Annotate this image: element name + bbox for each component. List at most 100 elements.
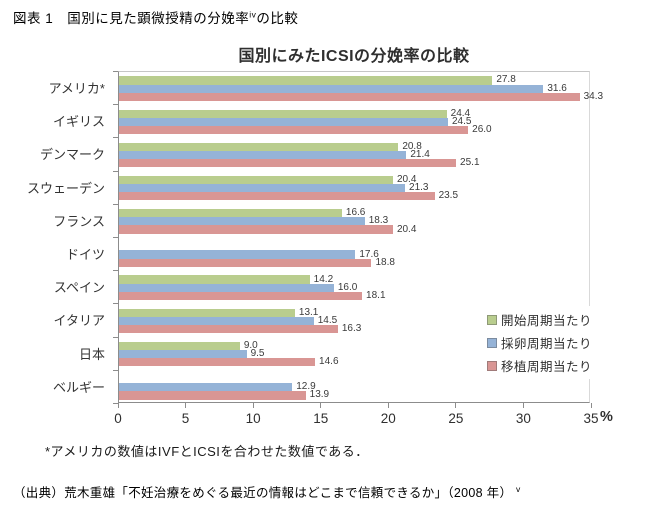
legend-swatch-icon <box>487 314 497 325</box>
x-tick-label: 25 <box>448 411 464 426</box>
y-tick-mark <box>113 137 118 139</box>
y-axis-ticks <box>113 71 118 404</box>
value-label: 18.3 <box>368 215 389 227</box>
bar-segment <box>119 117 448 126</box>
bar-segment <box>119 341 240 350</box>
bar-line: 14.2 <box>119 273 589 285</box>
bar-segment <box>119 250 356 259</box>
bar-segment <box>119 316 314 325</box>
category-label: フランス <box>53 213 105 229</box>
category-group-row: 24.4 24.5 26.0 <box>119 105 589 138</box>
y-tick-mark <box>113 237 118 238</box>
category-group-row: 20.8 21.4 25.1 <box>119 138 589 171</box>
value-label: 9.0 <box>243 339 258 351</box>
bar-line: 18.1 <box>119 290 589 300</box>
bar-segment <box>119 283 334 292</box>
bar-segment <box>119 192 435 201</box>
value-label: 24.4 <box>450 107 471 119</box>
bar-segment <box>119 109 447 118</box>
x-tick-mark <box>590 403 592 408</box>
bar-segment <box>119 184 406 193</box>
x-axis-tick-labels: 0 5 10 15 20 25 30 35 <box>114 411 598 427</box>
category-group-row: 17.6 18.8 <box>119 238 589 271</box>
bar-line: 17.6 <box>119 249 589 259</box>
bar-segment <box>119 92 580 101</box>
value-label: 21.4 <box>410 148 430 160</box>
bar-line: 24.5 <box>119 115 589 127</box>
bar-line: 20.8 <box>119 141 589 151</box>
x-tick-mark <box>387 403 389 408</box>
x-tick-mark <box>522 403 524 408</box>
x-axis-unit-label: % <box>600 409 613 425</box>
value-label: 16.3 <box>341 323 362 335</box>
bar-line: 24.4 <box>119 107 589 119</box>
bar-segment <box>119 258 372 267</box>
x-tick-mark <box>455 403 457 408</box>
bar-segment <box>119 84 544 93</box>
y-tick-mark <box>113 403 118 404</box>
legend-label: 採卵周期当たり <box>501 337 593 351</box>
value-label: 13.9 <box>309 389 330 401</box>
category-group-row: 27.8 31.6 34.3 <box>119 72 603 105</box>
x-tick-mark <box>185 403 187 408</box>
bar-segment <box>119 358 316 367</box>
y-tick-mark <box>113 170 118 172</box>
legend-swatch-icon <box>487 337 497 348</box>
legend-swatch-icon <box>487 360 497 371</box>
y-tick-mark <box>113 303 118 305</box>
value-label: 31.6 <box>547 82 567 94</box>
bar-segment <box>119 209 342 218</box>
value-label: 14.2 <box>313 273 334 285</box>
value-label: 23.5 <box>438 190 459 202</box>
value-label: 16.6 <box>345 207 366 219</box>
y-tick-mark <box>113 336 118 338</box>
value-label: 24.5 <box>452 115 472 127</box>
value-label: 26.0 <box>472 123 492 135</box>
bar-segment <box>119 150 407 160</box>
y-tick-mark <box>113 369 118 371</box>
figure-caption-tail: の比較 <box>256 11 299 26</box>
bar-line: 31.6 <box>119 82 589 94</box>
legend-item: 移植周期当たり <box>487 354 592 377</box>
category-group-row: 9.0 9.5 14.6 <box>119 338 589 371</box>
bar-segment <box>119 217 365 226</box>
legend-label: 移植周期当たり <box>501 360 593 374</box>
bar-segment <box>119 275 310 284</box>
bar-segment <box>119 175 393 185</box>
x-tick-label: 10 <box>245 411 261 426</box>
value-label: 21.3 <box>409 182 429 194</box>
value-label: 12.9 <box>296 381 316 393</box>
bar-line: 34.3 <box>119 91 603 101</box>
value-label: 20.4 <box>396 173 417 185</box>
chart-legend: 開始周期当たり 採卵周期当たり 移植周期当たり <box>487 306 593 379</box>
y-axis-labels: アメリカ* イギリス デンマーク スウェーデン フランス ドイツ スペイン イタリア 日本 ベルギ… <box>0 71 112 403</box>
bar-line: 9.5 <box>119 349 589 359</box>
source-citation: （出典）荒木重雄「不妊治療をめぐる最近の情報はどこまで信頼できるか」（2008 … <box>13 482 521 501</box>
bar-segment <box>119 142 399 151</box>
value-label: 25.1 <box>460 157 480 169</box>
figure-caption: 図表 1 国別に見た顕微授精の分娩率ivの比較 <box>13 7 298 27</box>
bar-segment <box>119 225 393 234</box>
bar-segment <box>119 76 493 85</box>
bar-line: 25.1 <box>119 157 589 169</box>
bar-line: 26.0 <box>119 123 589 135</box>
value-label: 20.4 <box>396 223 417 235</box>
bar-line: 18.8 <box>119 256 589 268</box>
value-label: 14.6 <box>319 356 339 368</box>
figure-caption-text: 図表 1 国別に見た顕微授精の分娩率 <box>13 11 250 26</box>
value-label: 18.8 <box>375 256 395 268</box>
bar-line: 16.3 <box>119 323 589 335</box>
x-tick-mark <box>252 403 254 408</box>
category-label: イギリス <box>52 114 105 130</box>
chart-footnote: *アメリカの数値はIVFとICSIを合わせた数値である． <box>45 444 369 459</box>
bar-line: 23.5 <box>119 190 589 202</box>
bar-segment <box>119 159 457 168</box>
y-tick-mark <box>113 270 118 272</box>
y-tick-mark <box>113 203 118 205</box>
bar-line: 21.4 <box>119 148 589 160</box>
bar-line: 20.4 <box>119 223 589 235</box>
x-tick-label: 20 <box>380 411 396 426</box>
value-label: 14.5 <box>317 314 338 326</box>
category-label: ベルギー <box>52 379 105 395</box>
source-citation-text: （出典）荒木重雄「不妊治療をめぐる最近の情報はどこまで信頼できるか」（2008 … <box>13 486 513 500</box>
